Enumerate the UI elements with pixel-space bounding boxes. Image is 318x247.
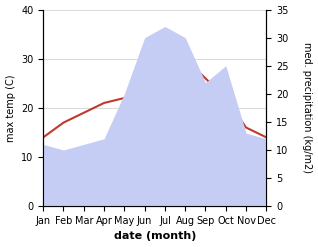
Y-axis label: med. precipitation (kg/m2): med. precipitation (kg/m2) [302,42,313,173]
X-axis label: date (month): date (month) [114,231,196,242]
Y-axis label: max temp (C): max temp (C) [5,74,16,142]
